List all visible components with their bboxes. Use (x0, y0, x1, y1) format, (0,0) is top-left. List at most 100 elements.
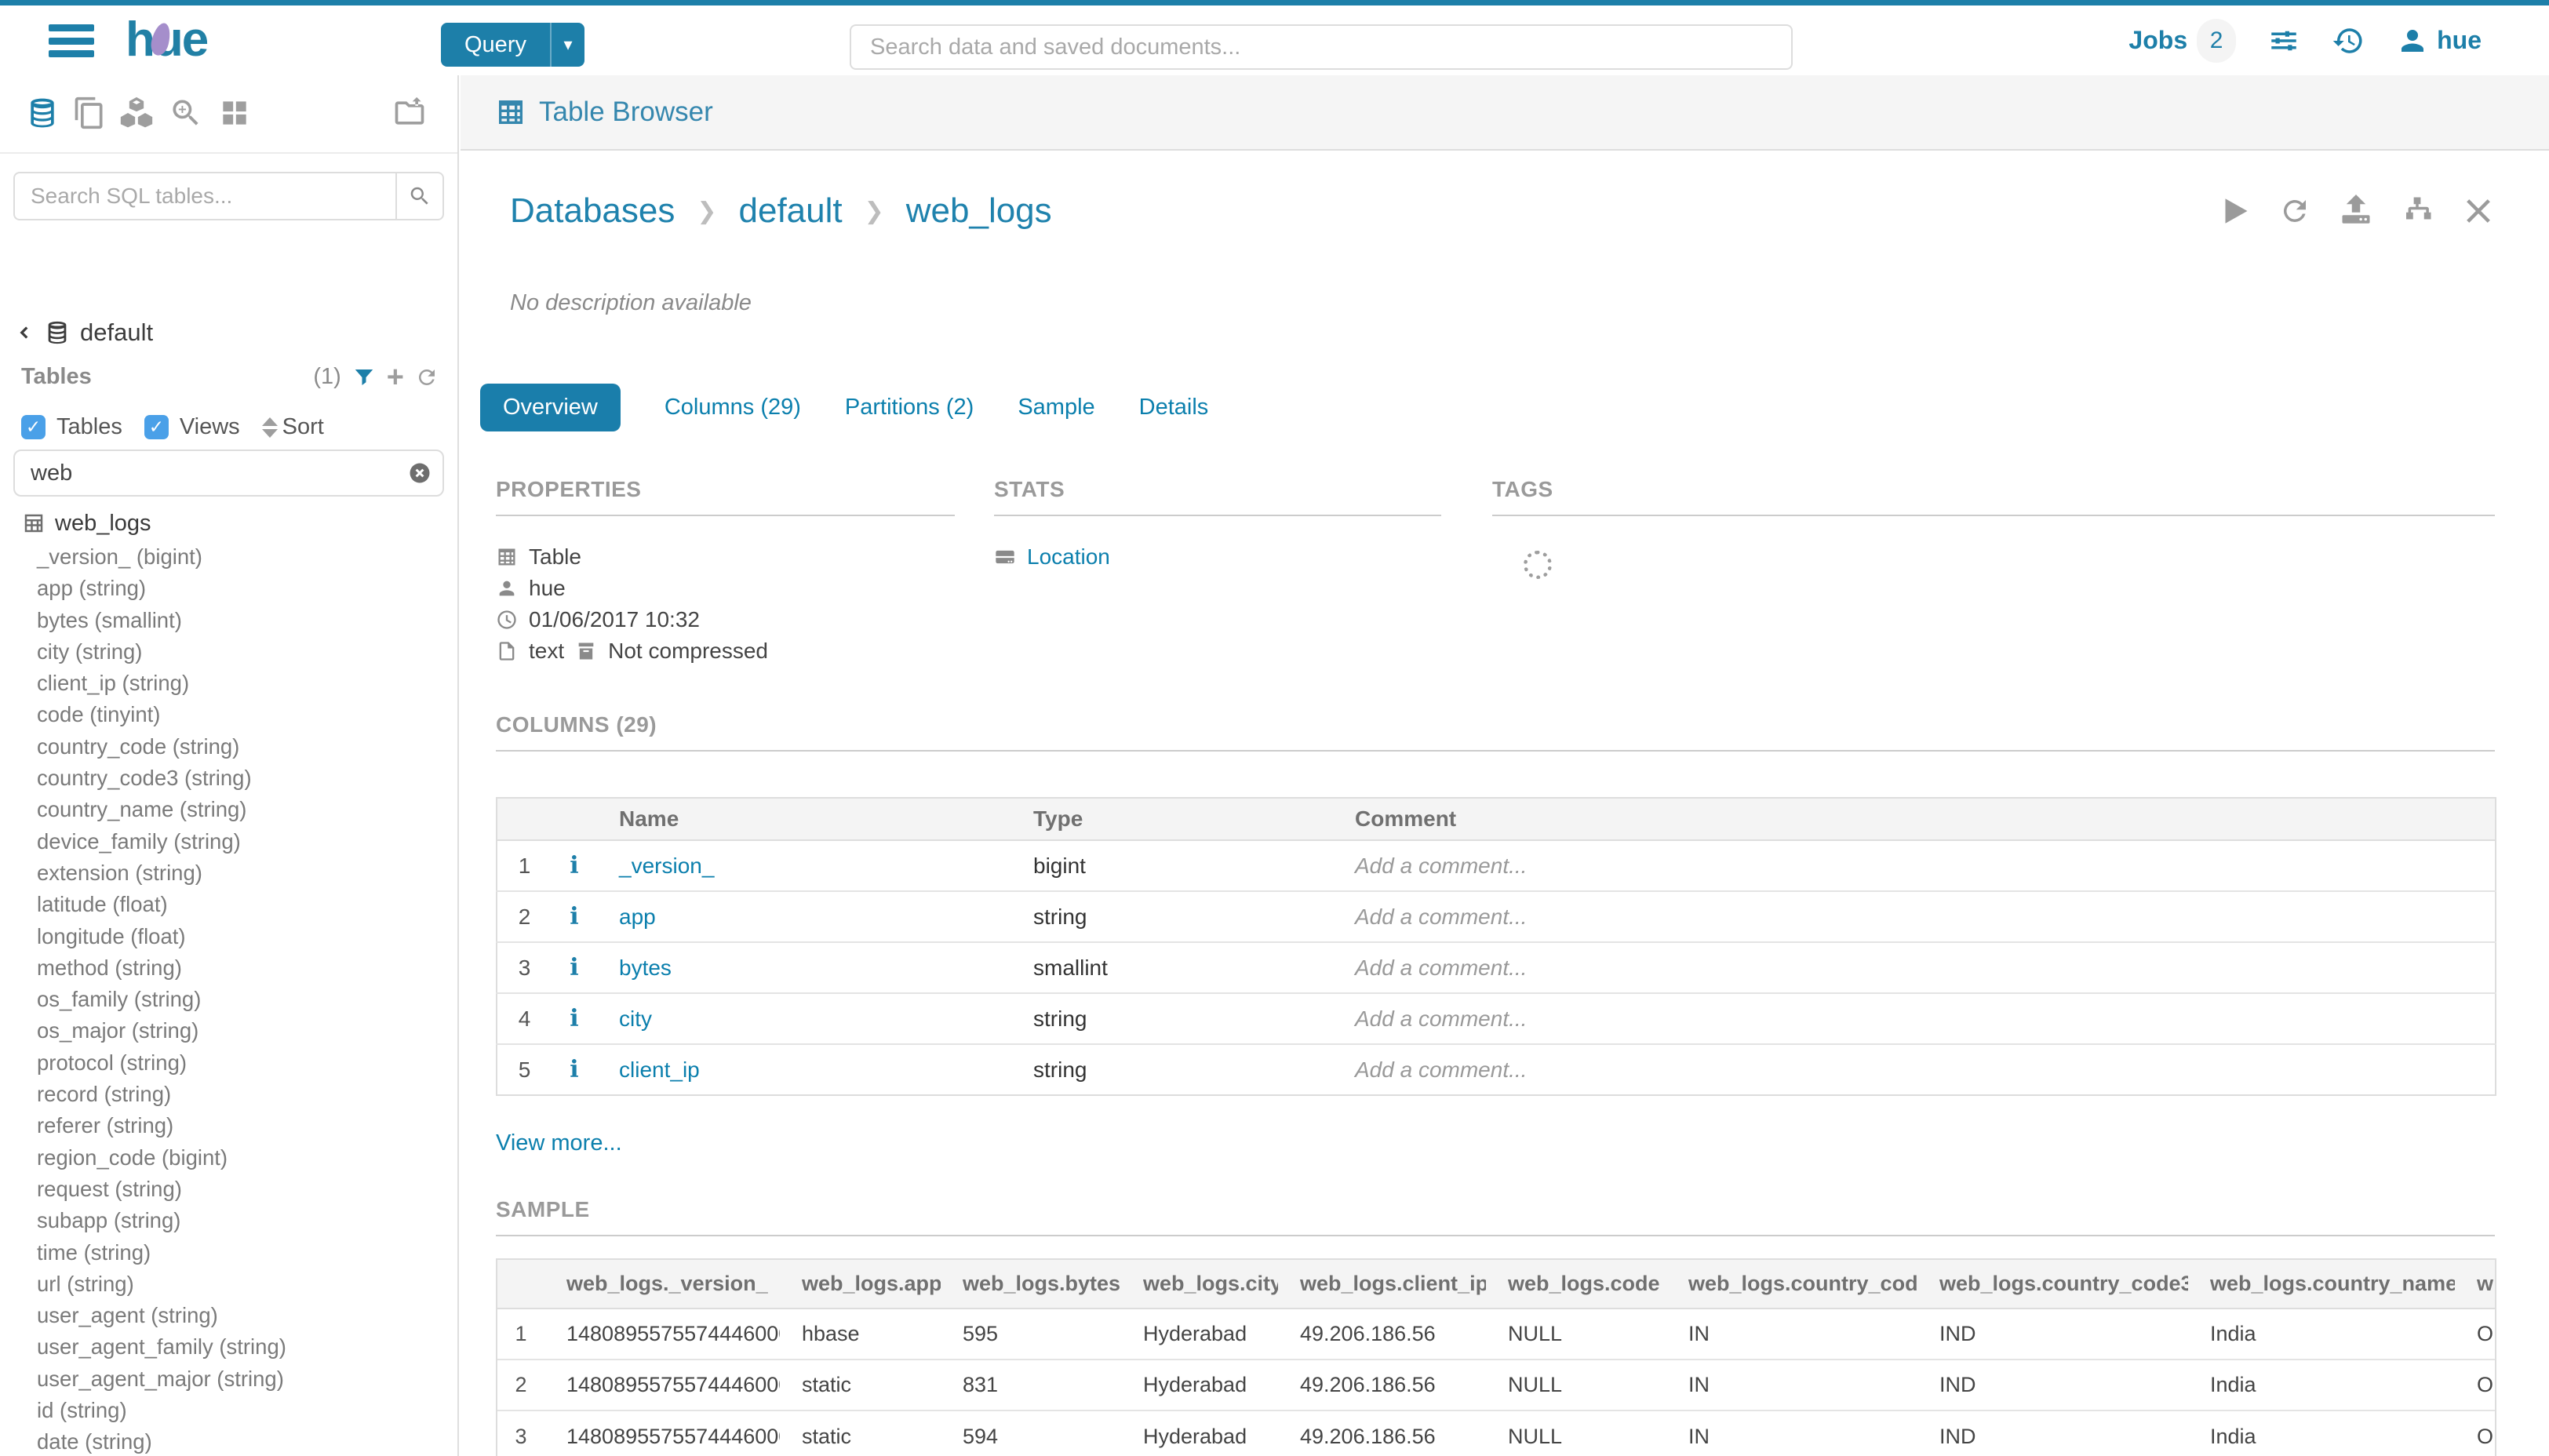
sample-cell: 1480895575574446000 (566, 1322, 780, 1345)
tree-table-web-logs[interactable]: web_logs (0, 505, 457, 541)
tab-columns[interactable]: Columns (29) (664, 395, 801, 420)
property-object-type: Table (529, 544, 581, 569)
tree-column-item[interactable]: time (string) (37, 1239, 151, 1265)
tree-column-item[interactable]: region_code (bigint) (37, 1145, 228, 1170)
tree-column-item[interactable]: user_agent (string) (37, 1303, 218, 1328)
tab-partitions[interactable]: Partitions (2) (844, 395, 974, 420)
column-name-link[interactable]: city (619, 1006, 652, 1031)
hue-logo[interactable]: hue (126, 12, 209, 67)
row-number: 4 (497, 992, 552, 1044)
tree-column-item[interactable]: request (string) (37, 1176, 182, 1201)
columns-header-name: Name (597, 798, 1011, 841)
refresh-icon[interactable] (2278, 195, 2311, 228)
tree-column-item[interactable]: code (tinyint) (37, 702, 161, 727)
sort-control[interactable]: Sort (261, 414, 324, 440)
column-name-link[interactable]: bytes (619, 955, 672, 980)
tree-column-item[interactable]: longitude (float) (37, 923, 186, 948)
column-comment[interactable]: Add a comment... (1333, 941, 2496, 993)
query-dropdown-caret[interactable]: ▾ (549, 23, 584, 67)
table-filter-input[interactable] (13, 450, 444, 497)
tree-column-item[interactable]: _version_ (bigint) (37, 544, 202, 569)
tree-column-item[interactable]: url (string) (37, 1271, 134, 1296)
info-icon[interactable]: i (570, 903, 579, 930)
view-more-link[interactable]: View more... (496, 1130, 622, 1156)
settings-sliders-icon[interactable] (2267, 24, 2300, 57)
add-table-icon[interactable]: + (386, 360, 404, 394)
tab-sample[interactable]: Sample (1018, 395, 1095, 420)
tree-column-item[interactable]: country_name (string) (37, 797, 247, 822)
tree-column-item[interactable]: extension (string) (37, 860, 202, 885)
tree-column-item[interactable]: user_agent_family (string) (37, 1334, 286, 1360)
documents-icon[interactable] (72, 96, 107, 130)
column-name-link[interactable]: client_ip (619, 1057, 700, 1082)
refresh-tables-icon[interactable] (415, 366, 439, 389)
tree-column-item[interactable]: bytes (smallint) (37, 607, 182, 632)
tree-column-item[interactable]: record (string) (37, 1082, 172, 1107)
property-compression: Not compressed (608, 639, 769, 663)
sample-cell: Hyderabad (1121, 1359, 1278, 1410)
column-comment[interactable]: Add a comment... (1333, 1043, 2496, 1095)
table-icon (498, 548, 515, 566)
tables-checkbox[interactable]: ✓ (21, 415, 46, 439)
tree-column-item[interactable]: protocol (string) (37, 1050, 188, 1075)
tree-column-item[interactable]: os_major (string) (37, 1018, 199, 1043)
column-comment[interactable]: Add a comment... (1333, 890, 2496, 942)
topbar-accent-line (0, 0, 2549, 5)
query-button[interactable]: Query (441, 23, 550, 67)
lineage-sitemap-icon[interactable] (2401, 195, 2434, 228)
sample-cell: O (2455, 1359, 2495, 1410)
tree-column-item[interactable]: user_agent_major (string) (37, 1366, 284, 1391)
hamburger-menu-button[interactable] (49, 23, 94, 59)
views-checkbox[interactable]: ✓ (144, 415, 169, 439)
property-format: text (529, 639, 565, 663)
breadcrumb-table[interactable]: web_logs (905, 191, 1052, 230)
breadcrumb-databases[interactable]: Databases (510, 191, 675, 230)
user-menu[interactable]: hue (2396, 24, 2482, 57)
tree-column-item[interactable]: country_code (string) (37, 733, 240, 759)
sql-tables-search-input[interactable] (13, 172, 395, 220)
tree-column-item[interactable]: os_family (string) (37, 987, 202, 1012)
tree-column-item[interactable]: client_ip (string) (37, 671, 190, 696)
column-comment[interactable]: Add a comment... (1355, 853, 1528, 878)
history-icon[interactable] (2332, 24, 2365, 57)
folder-documents-icon[interactable] (392, 96, 427, 130)
tree-column-item[interactable]: date (string) (37, 1429, 152, 1454)
tree-column-item[interactable]: device_family (string) (37, 828, 241, 854)
filter-funnel-icon[interactable] (352, 366, 376, 389)
column-comment[interactable]: Add a comment... (1333, 992, 2496, 1044)
tab-overview[interactable]: Overview (480, 384, 621, 431)
query-play-icon[interactable] (2217, 195, 2250, 228)
jobs-link[interactable]: Jobs 2 (2128, 18, 2237, 63)
zoom-in-icon[interactable] (169, 96, 203, 130)
tree-column-item[interactable]: method (string) (37, 955, 182, 980)
tree-column-item[interactable]: id (string) (37, 1398, 127, 1423)
breadcrumb-database[interactable]: default (738, 191, 843, 230)
database-back-row[interactable]: default (14, 318, 153, 347)
import-upload-icon[interactable] (2340, 195, 2372, 228)
column-name-link[interactable]: app (619, 904, 656, 929)
close-icon[interactable] (2462, 195, 2495, 228)
sample-cell: 49.206.186.56 (1278, 1359, 1486, 1410)
tree-column-item[interactable]: latitude (float) (37, 892, 168, 917)
tree-column-item[interactable]: referer (string) (37, 1113, 174, 1138)
info-icon[interactable]: i (570, 1005, 579, 1032)
tab-details[interactable]: Details (1138, 395, 1209, 420)
sidebar-search-button[interactable] (395, 172, 444, 220)
table-description[interactable]: No description available (510, 290, 752, 315)
location-link[interactable]: Location (1027, 544, 1110, 569)
clear-filter-icon[interactable] (408, 461, 432, 485)
sql-database-icon[interactable] (25, 96, 60, 130)
cubes-hdfs-icon[interactable] (119, 96, 154, 130)
column-name-link[interactable]: _version_ (619, 853, 715, 878)
clock-icon (497, 610, 516, 629)
database-icon (48, 321, 67, 344)
tree-column-item[interactable]: country_code3 (string) (37, 766, 252, 791)
tree-column-item[interactable]: subapp (string) (37, 1208, 181, 1233)
info-icon[interactable]: i (570, 1056, 579, 1083)
tree-column-item[interactable]: city (string) (37, 639, 143, 664)
apps-grid-icon[interactable] (217, 96, 252, 130)
global-search-input[interactable] (850, 24, 1793, 70)
info-icon[interactable]: i (570, 852, 579, 879)
tree-column-item[interactable]: app (string) (37, 576, 147, 601)
info-icon[interactable]: i (570, 954, 579, 981)
